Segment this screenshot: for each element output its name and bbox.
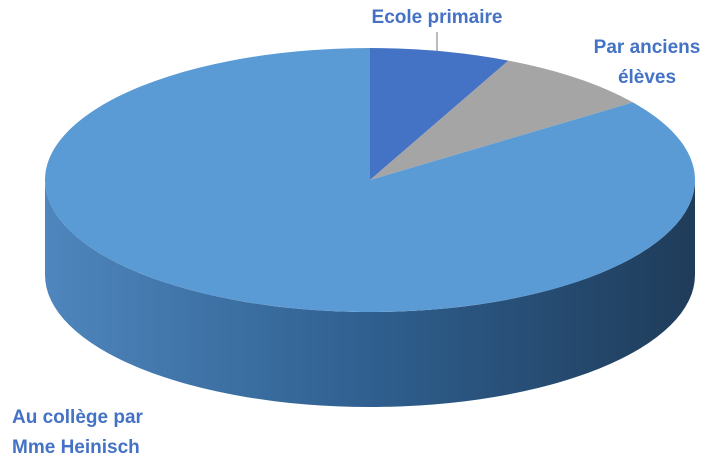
slice-label: élèves <box>618 67 676 88</box>
slice-label: Au collège par <box>12 407 144 428</box>
pie-side <box>45 180 695 407</box>
slice-label: Ecole primaire <box>372 7 503 28</box>
pie-slice <box>45 48 696 312</box>
pie-slice <box>370 60 633 180</box>
pie-slice <box>370 48 509 180</box>
slice-label: Par anciens <box>594 37 701 58</box>
slice-label: Mme Heinisch <box>12 437 140 458</box>
